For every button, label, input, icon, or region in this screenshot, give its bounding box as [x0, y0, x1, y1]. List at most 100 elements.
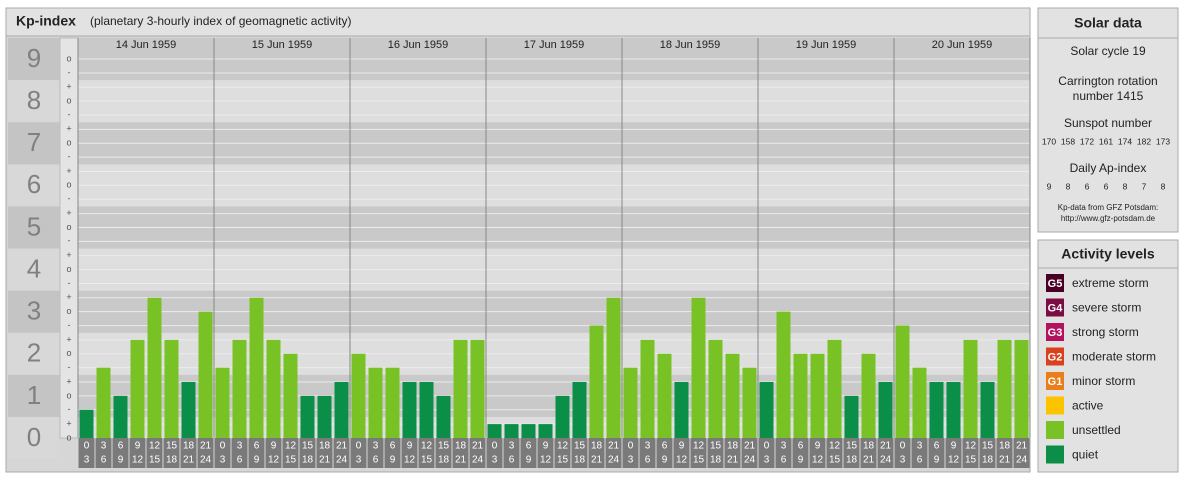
level-code: G5 — [1048, 278, 1063, 290]
slot-end: 12 — [132, 455, 144, 466]
y-tick-label: 7 — [27, 127, 41, 157]
slot-end: 6 — [645, 455, 651, 466]
slot-end: 3 — [356, 455, 362, 466]
info-text: http://www.gfz-potsdam.de — [1061, 214, 1156, 223]
slot-end: 3 — [900, 455, 906, 466]
slot-start: 3 — [781, 441, 787, 452]
slot-start: 9 — [407, 441, 413, 452]
y-tick-label: 8 — [27, 85, 41, 115]
slot-start: 18 — [727, 441, 739, 452]
sunspot-value: 182 — [1137, 136, 1151, 146]
day-label: 19 Jun 1959 — [796, 39, 857, 51]
slot-end: 6 — [509, 455, 515, 466]
y-band — [8, 122, 60, 165]
slot-start: 3 — [373, 441, 379, 452]
minor-tick-label: - — [68, 236, 71, 246]
slot-box — [180, 438, 197, 468]
slot-end: 21 — [591, 455, 603, 466]
slot-start: 18 — [455, 441, 467, 452]
slot-start: 9 — [135, 441, 141, 452]
bar — [419, 382, 434, 438]
slot-start: 21 — [880, 441, 892, 452]
y-tick-label: 4 — [27, 253, 41, 283]
day-label: 15 Jun 1959 — [252, 39, 313, 51]
slot-start: 15 — [846, 441, 858, 452]
minor-tick-label: - — [68, 278, 71, 288]
bar — [708, 339, 723, 438]
bar — [980, 382, 995, 438]
info-text: number 1415 — [1073, 89, 1144, 103]
bar — [130, 339, 145, 438]
slot-end: 18 — [166, 455, 178, 466]
slot-box — [537, 438, 554, 468]
minor-tick-label: + — [66, 250, 71, 260]
slot-start: 12 — [693, 441, 705, 452]
bar — [181, 382, 196, 438]
slot-box — [928, 438, 945, 468]
level-code: G4 — [1048, 302, 1064, 314]
slot-start: 0 — [84, 441, 90, 452]
slot-start: 0 — [356, 441, 362, 452]
minor-tick-label: - — [68, 320, 71, 330]
bar — [640, 339, 655, 438]
minor-tick-label: o — [66, 264, 71, 274]
slot-start: 12 — [285, 441, 297, 452]
bar — [572, 382, 587, 438]
slot-end: 12 — [948, 455, 960, 466]
slot-start: 21 — [608, 441, 620, 452]
slot-end: 18 — [710, 455, 722, 466]
minor-tick-label: + — [66, 292, 71, 302]
slot-box — [877, 438, 894, 468]
slot-start: 6 — [662, 441, 668, 452]
bar — [776, 311, 791, 438]
slot-box — [707, 438, 724, 468]
level-code: G3 — [1048, 327, 1063, 339]
slot-start: 21 — [1016, 441, 1028, 452]
slot-box — [843, 438, 860, 468]
slot-box — [622, 438, 639, 468]
minor-tick-label: o — [66, 53, 71, 63]
y-tick-label: 9 — [27, 43, 41, 73]
slot-end: 12 — [268, 455, 280, 466]
bar — [198, 311, 213, 438]
slot-start: 12 — [149, 441, 161, 452]
ap-value: 7 — [1142, 181, 1147, 191]
slot-end: 18 — [982, 455, 994, 466]
slot-end: 6 — [237, 455, 243, 466]
y-band — [8, 206, 60, 249]
slot-start: 12 — [829, 441, 841, 452]
y-tick-label: 3 — [27, 296, 41, 326]
slot-start: 15 — [982, 441, 994, 452]
slot-box — [571, 438, 588, 468]
slot-end: 18 — [846, 455, 858, 466]
slot-box — [588, 438, 605, 468]
level-name: extreme storm — [1072, 276, 1149, 290]
slot-start: 6 — [934, 441, 940, 452]
y-tick-label: 6 — [27, 169, 41, 199]
bar — [283, 353, 298, 438]
slot-box — [146, 438, 163, 468]
slot-end: 24 — [472, 455, 484, 466]
slot-start: 0 — [220, 441, 226, 452]
day-label: 18 Jun 1959 — [660, 39, 721, 51]
bar — [929, 382, 944, 438]
slot-end: 21 — [183, 455, 195, 466]
bar — [946, 382, 961, 438]
sunspot-value: 170 — [1042, 136, 1056, 146]
slot-box — [282, 438, 299, 468]
slot-start: 21 — [336, 441, 348, 452]
bar — [402, 382, 417, 438]
bar — [912, 367, 927, 438]
sunspot-value: 173 — [1156, 136, 1170, 146]
minor-tick-label: - — [68, 404, 71, 414]
bar — [725, 353, 740, 438]
minor-tick-label: + — [66, 376, 71, 386]
slot-box — [435, 438, 452, 468]
slot-end: 24 — [744, 455, 756, 466]
bar — [623, 367, 638, 438]
slot-end: 6 — [373, 455, 379, 466]
slot-end: 12 — [676, 455, 688, 466]
level-code: G1 — [1048, 376, 1063, 388]
slot-start: 21 — [200, 441, 212, 452]
slot-box — [452, 438, 469, 468]
